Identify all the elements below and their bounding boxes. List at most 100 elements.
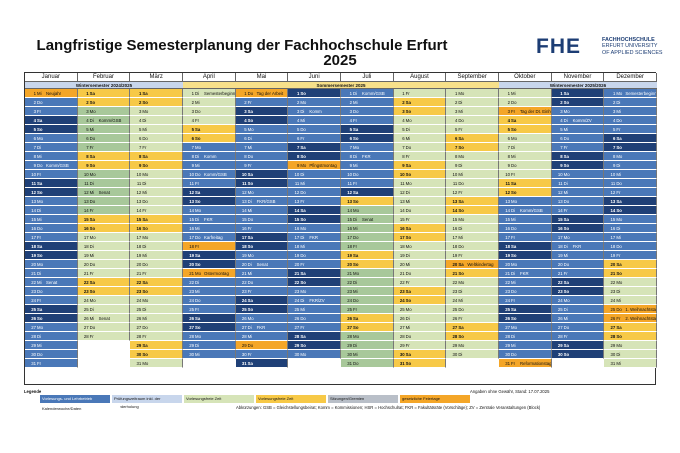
day-number: 3 [191,109,194,114]
day-number: 10 [557,172,563,177]
day-cell: 23Do [499,287,552,296]
day-cell: 18So [235,242,289,251]
weekday: So [405,235,412,240]
weekday: Do [405,271,412,276]
day-number: 15 [189,217,194,222]
weekday: Mo [458,154,465,159]
day-cell: 19Mi [77,251,131,260]
weekday: Do [405,208,412,213]
weekday: Di [142,244,147,249]
day-number: 22 [610,280,616,285]
day-cell: 3Di Komm [288,107,341,116]
day-cell: 26Di [393,314,447,323]
event-note: Senat [46,280,58,285]
day-cell: 19Fr [604,251,657,260]
month-header-11: Dezember [604,73,657,82]
day-number: 7 [507,145,510,150]
day-cell: 24Sa [235,296,289,305]
month-header-0: Januar [25,73,78,82]
day-cell: 13Mo [25,197,78,206]
semester-band-0: Wintersemester 2024/2025 [25,82,183,89]
day-number: 21 [83,271,89,276]
day-number: 10 [241,172,247,177]
weekday: Sa [195,127,201,132]
day-cell: 12Sa [341,188,394,197]
day-cell: 13Sa [604,197,657,206]
weekday: Mi [458,298,463,303]
weekday: Mi [37,343,42,348]
day-cell: 30Mo [288,350,341,359]
day-cell: 10Di [288,170,341,179]
day-cell: 6Mo [499,134,552,143]
day-number: 8 [86,154,89,159]
day-number: 3 [349,109,352,114]
day-cell: 7Mi [235,143,289,152]
day-number: 16 [347,226,352,231]
weekday: Di [300,109,305,114]
day-number: 25 [347,307,352,312]
day-number: 23 [31,289,36,294]
day-cell: 30Do [499,350,552,359]
weekday: Sa [142,280,148,285]
event-note: Komm [309,109,322,114]
day-cell: 10Mi [446,170,499,179]
day-number: 26 [241,316,247,321]
day-number: 7 [244,145,247,150]
day-cell: 3Mi [446,107,499,116]
day-number: 7 [560,145,563,150]
weekday: Sa [405,352,411,357]
event-note: FKR [572,244,582,249]
weekday: Mo [89,298,96,303]
day-cell: 6So [341,134,394,143]
weekday: Do [458,244,464,249]
day-cell: 17Sa [235,233,289,242]
weekday: Mi [616,172,621,177]
weekday: So [89,100,96,105]
weekday: Do [353,109,359,114]
weekday: Mo [247,316,254,321]
day-cell: 11Fr [341,179,394,188]
day-cell: 3Do [183,107,236,116]
weekday: Sa [300,271,306,276]
day-cell: 19Sa [183,251,236,260]
day-number: 14 [452,208,458,213]
weekday: Fr [247,289,252,294]
day-cell: 9Di [604,161,657,170]
day-number: 19 [31,253,36,258]
day-cell: 11Do [446,179,499,188]
day-cell: 11Di [551,179,605,188]
day-cell: 24So [393,296,447,305]
day-number: 31 [136,361,142,366]
day-cell: 28Mo [183,332,236,341]
day-cell: 2Fr [235,98,289,107]
day-cell: 3Do [341,107,394,116]
day-number: 21 [347,271,352,276]
day-cell: 3Mo [130,107,183,116]
weekday: Di [37,334,42,339]
day-cell: 28Fr [551,332,605,341]
event-note: FKR [204,217,213,222]
day-number: 14 [294,208,300,213]
day-cell: 6Mo [25,134,78,143]
day-cell: 13Mo [499,197,552,206]
day-cell: 26Mo [235,314,289,323]
weekday: Di [511,271,516,276]
weekday: Fr [247,352,252,357]
day-cell: 18Di [77,242,131,251]
day-cell: 1Di Komm/GSB [341,89,394,98]
weekday: Di [405,253,410,258]
day-number: 29 [505,343,510,348]
event-note: FKR [309,235,318,240]
day-number: 18 [241,244,247,249]
day-cell: 3Sa [235,107,289,116]
day-cell: 21Fr [130,269,183,278]
day-number: 29 [610,343,616,348]
weekday: Fr [195,307,200,312]
day-cell: 12Mi [130,188,183,197]
day-number: 24 [241,298,247,303]
day-number: 25 [31,307,36,312]
weekday: Do [458,181,464,186]
day-cell: 2Mi [183,98,236,107]
day-number: 12 [347,190,352,195]
day-number: 25 [294,307,300,312]
